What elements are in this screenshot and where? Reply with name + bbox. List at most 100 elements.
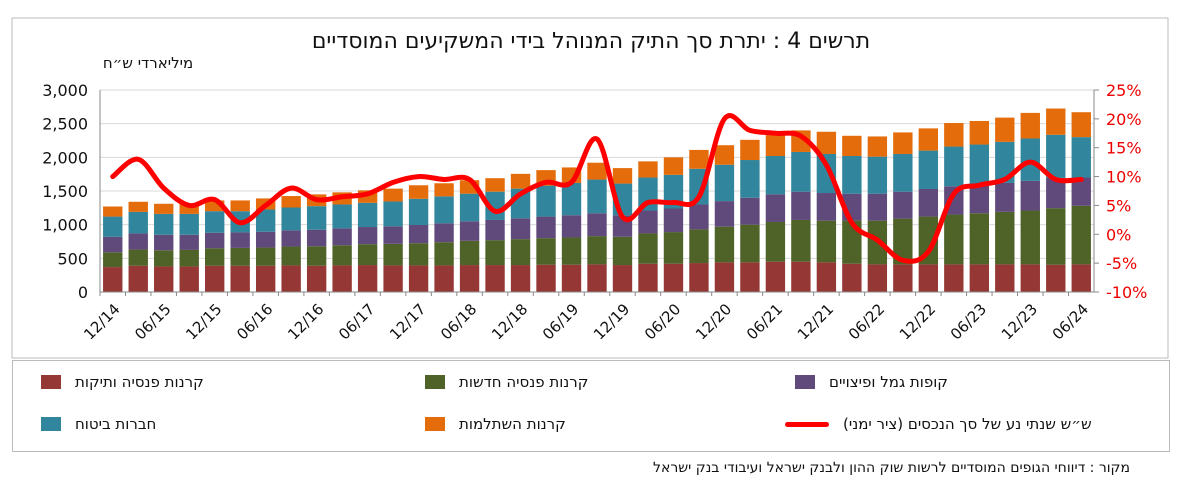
bar-segment bbox=[587, 179, 607, 214]
bar-segment bbox=[969, 120, 989, 145]
bar-segment bbox=[995, 264, 1015, 292]
bar-segment bbox=[332, 265, 352, 292]
bar-segment bbox=[867, 156, 888, 194]
bar-segment bbox=[816, 153, 837, 194]
bar-segment bbox=[1071, 264, 1091, 292]
bar-segment bbox=[689, 149, 709, 169]
bar-segment bbox=[510, 218, 531, 240]
bar-segment bbox=[995, 182, 1015, 212]
y2-tick-label: 5% bbox=[1106, 196, 1131, 215]
bar-segment bbox=[765, 261, 786, 292]
bar-segment bbox=[408, 198, 429, 226]
bar-segment bbox=[332, 245, 352, 266]
bar-segment bbox=[485, 240, 505, 266]
bar-segment bbox=[154, 213, 174, 235]
bar-segment bbox=[689, 229, 709, 264]
bar-segment bbox=[893, 264, 913, 292]
bar-segment bbox=[128, 211, 148, 234]
y2-tick-label: -10% bbox=[1106, 283, 1147, 302]
bar-segment bbox=[1071, 205, 1091, 265]
bar-segment bbox=[791, 261, 811, 292]
bar-segment bbox=[357, 202, 378, 228]
bar-segment bbox=[179, 213, 199, 235]
legend-label: חברות ביטוח bbox=[75, 415, 157, 433]
bar-segment bbox=[128, 265, 148, 292]
bar-segment bbox=[434, 196, 454, 224]
bar-segment bbox=[969, 213, 989, 265]
bar-segment bbox=[995, 211, 1015, 265]
bar-segment bbox=[561, 237, 582, 265]
y-tick-label: 0 bbox=[78, 283, 88, 302]
bar-segment bbox=[561, 182, 582, 216]
bar-segment bbox=[612, 265, 633, 292]
bar-segment bbox=[969, 184, 989, 214]
bar-segment bbox=[689, 263, 709, 292]
x-tick-label: 12/23 bbox=[998, 300, 1041, 343]
bar-segment bbox=[1046, 208, 1066, 265]
bar-segment bbox=[459, 221, 480, 241]
bar-segment bbox=[816, 193, 837, 221]
bar-segment bbox=[995, 141, 1015, 183]
bar-segment bbox=[128, 233, 148, 250]
y2-tick-label: 10% bbox=[1106, 168, 1142, 187]
y-tick-label: 2,500 bbox=[42, 115, 88, 134]
bar-segment bbox=[816, 131, 837, 154]
legend-swatch bbox=[425, 375, 445, 389]
bar-segment bbox=[740, 197, 760, 225]
bar-segment bbox=[408, 243, 429, 266]
bar-segment bbox=[714, 164, 735, 202]
bar-segment bbox=[306, 246, 327, 266]
legend-label: קרנות השתלמות bbox=[459, 415, 566, 433]
chart-svg: תרשים 4 : יתרת סך התיק המנוהל בידי המשקי… bbox=[11, 17, 1169, 359]
bar-segment bbox=[816, 262, 837, 292]
bar-segment bbox=[154, 203, 174, 214]
bar-segment bbox=[587, 162, 607, 180]
bar-segment bbox=[128, 201, 148, 212]
bar-segment bbox=[1020, 180, 1040, 211]
y-tick-label: 1,000 bbox=[42, 216, 88, 235]
x-tick-label: 06/16 bbox=[233, 300, 276, 343]
bar-segment bbox=[714, 226, 735, 263]
bar-segment bbox=[842, 155, 862, 194]
bar-segment bbox=[638, 233, 658, 264]
bar-segment bbox=[1071, 177, 1091, 206]
bar-segment bbox=[663, 232, 684, 264]
bar-segment bbox=[230, 232, 250, 248]
bar-segment bbox=[103, 206, 123, 217]
bar-segment bbox=[842, 135, 862, 156]
bar-segment bbox=[536, 238, 556, 265]
y2-tick-label: 20% bbox=[1106, 110, 1142, 129]
x-tick-label: 06/22 bbox=[845, 300, 888, 343]
legend-item-old-pension: קרנות פנסיה ותיקות bbox=[41, 373, 204, 391]
x-tick-label: 06/15 bbox=[131, 300, 174, 343]
bar-segment bbox=[408, 225, 429, 244]
bar-segment bbox=[867, 193, 888, 221]
bar-segment bbox=[740, 262, 760, 292]
chart-border bbox=[11, 17, 1169, 359]
bar-segment bbox=[205, 232, 225, 249]
x-tick-label: 06/18 bbox=[437, 300, 480, 343]
bar-segment bbox=[1071, 112, 1091, 138]
bar-segment bbox=[918, 128, 939, 151]
legend-label: קופות גמל ופיצויים bbox=[829, 373, 948, 391]
bar-segment bbox=[893, 191, 913, 219]
bar-segment bbox=[995, 117, 1015, 142]
bar-segment bbox=[281, 207, 301, 231]
bar-segment bbox=[1046, 108, 1066, 135]
bar-segment bbox=[103, 236, 123, 253]
bar-segment bbox=[383, 226, 403, 244]
bar-segment bbox=[510, 239, 531, 266]
bar-segment bbox=[1071, 137, 1091, 178]
y-tick-label: 500 bbox=[57, 249, 88, 268]
bar-segment bbox=[103, 267, 123, 292]
legend-swatch bbox=[795, 375, 815, 389]
x-tick-label: 12/20 bbox=[692, 300, 735, 343]
bar-segment bbox=[383, 243, 403, 266]
bar-segment bbox=[255, 209, 276, 232]
bar-segment bbox=[485, 265, 505, 292]
bar-segment bbox=[306, 229, 327, 247]
legend-item-growth-line: ש״ש שנתי נע של סך הנכסים (ציר ימני) bbox=[785, 415, 1092, 433]
bar-segment bbox=[944, 146, 964, 187]
bar-segment bbox=[740, 224, 760, 263]
bar-segment bbox=[485, 219, 505, 241]
